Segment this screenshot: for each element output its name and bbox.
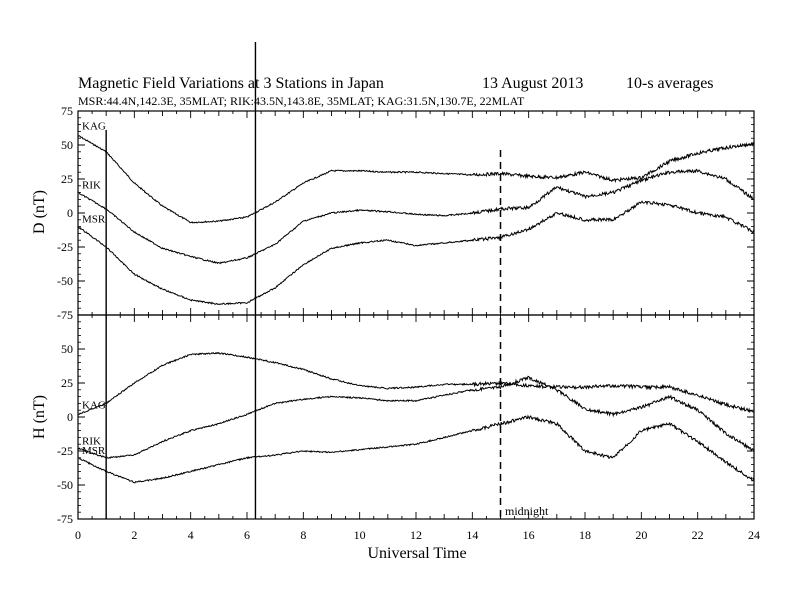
x-tick-label: 2 bbox=[131, 528, 137, 542]
y-tick-label: 50 bbox=[61, 342, 73, 356]
x-tick-label: 20 bbox=[635, 528, 647, 542]
x-tick-label: 12 bbox=[410, 528, 422, 542]
x-tick-label: 0 bbox=[75, 528, 81, 542]
y-axis-label-h: H (nT) bbox=[31, 395, 48, 439]
series-label-msr: MSR bbox=[82, 445, 106, 457]
x-tick-label: 10 bbox=[354, 528, 366, 542]
midnight-label: midnight bbox=[505, 504, 549, 518]
x-tick-label: 14 bbox=[466, 528, 478, 542]
y-tick-label: 75 bbox=[61, 104, 73, 118]
y-tick-label: 0 bbox=[67, 206, 73, 220]
y-tick-label: -25 bbox=[57, 444, 73, 458]
chart-averaging: 10-s averages bbox=[626, 75, 714, 92]
series-line-kag bbox=[77, 135, 755, 224]
chart-title: Magnetic Field Variations at 3 Stations … bbox=[78, 75, 384, 92]
plot-area: 7550250-25-50-75KAGRIKMSR50250-25-50-75K… bbox=[57, 42, 760, 542]
series-line-msr bbox=[77, 414, 755, 484]
series-line-rik bbox=[77, 168, 755, 265]
series-line-msr bbox=[77, 200, 755, 306]
y-tick-label: -75 bbox=[57, 308, 73, 322]
y-axis-label-d: D (nT) bbox=[31, 190, 48, 234]
y-tick-label: -50 bbox=[57, 274, 73, 288]
series-line-rik bbox=[77, 375, 755, 459]
series-label-kag: KAG bbox=[82, 399, 106, 411]
x-tick-label: 18 bbox=[579, 528, 591, 542]
y-tick-label: -25 bbox=[57, 240, 73, 254]
x-tick-label: 4 bbox=[188, 528, 194, 542]
x-tick-label: 6 bbox=[244, 528, 250, 542]
y-tick-label: -75 bbox=[57, 512, 73, 526]
series-label-rik: RIK bbox=[82, 435, 101, 447]
x-tick-label: 22 bbox=[692, 528, 704, 542]
x-tick-label: 16 bbox=[523, 528, 535, 542]
x-axis-label: Universal Time bbox=[367, 545, 466, 562]
panel-frame-0 bbox=[77, 110, 755, 316]
y-tick-label: -50 bbox=[57, 478, 73, 492]
y-tick-label: 0 bbox=[67, 410, 73, 424]
y-tick-label: 25 bbox=[61, 376, 73, 390]
y-tick-label: 50 bbox=[61, 138, 73, 152]
station-subtitle: MSR:44.4N,142.3E, 35MLAT; RIK:43.5N,143.… bbox=[78, 94, 525, 108]
series-label-kag: KAG bbox=[82, 120, 106, 132]
chart-date: 13 August 2013 bbox=[482, 75, 583, 92]
panel-frame-1 bbox=[77, 314, 755, 520]
y-tick-label: 25 bbox=[61, 172, 73, 186]
x-tick-label: 8 bbox=[300, 528, 306, 542]
x-tick-label: 24 bbox=[748, 528, 760, 542]
series-label-rik: RIK bbox=[82, 180, 101, 192]
series-label-msr: MSR bbox=[82, 214, 106, 226]
series-line-kag bbox=[77, 351, 755, 415]
